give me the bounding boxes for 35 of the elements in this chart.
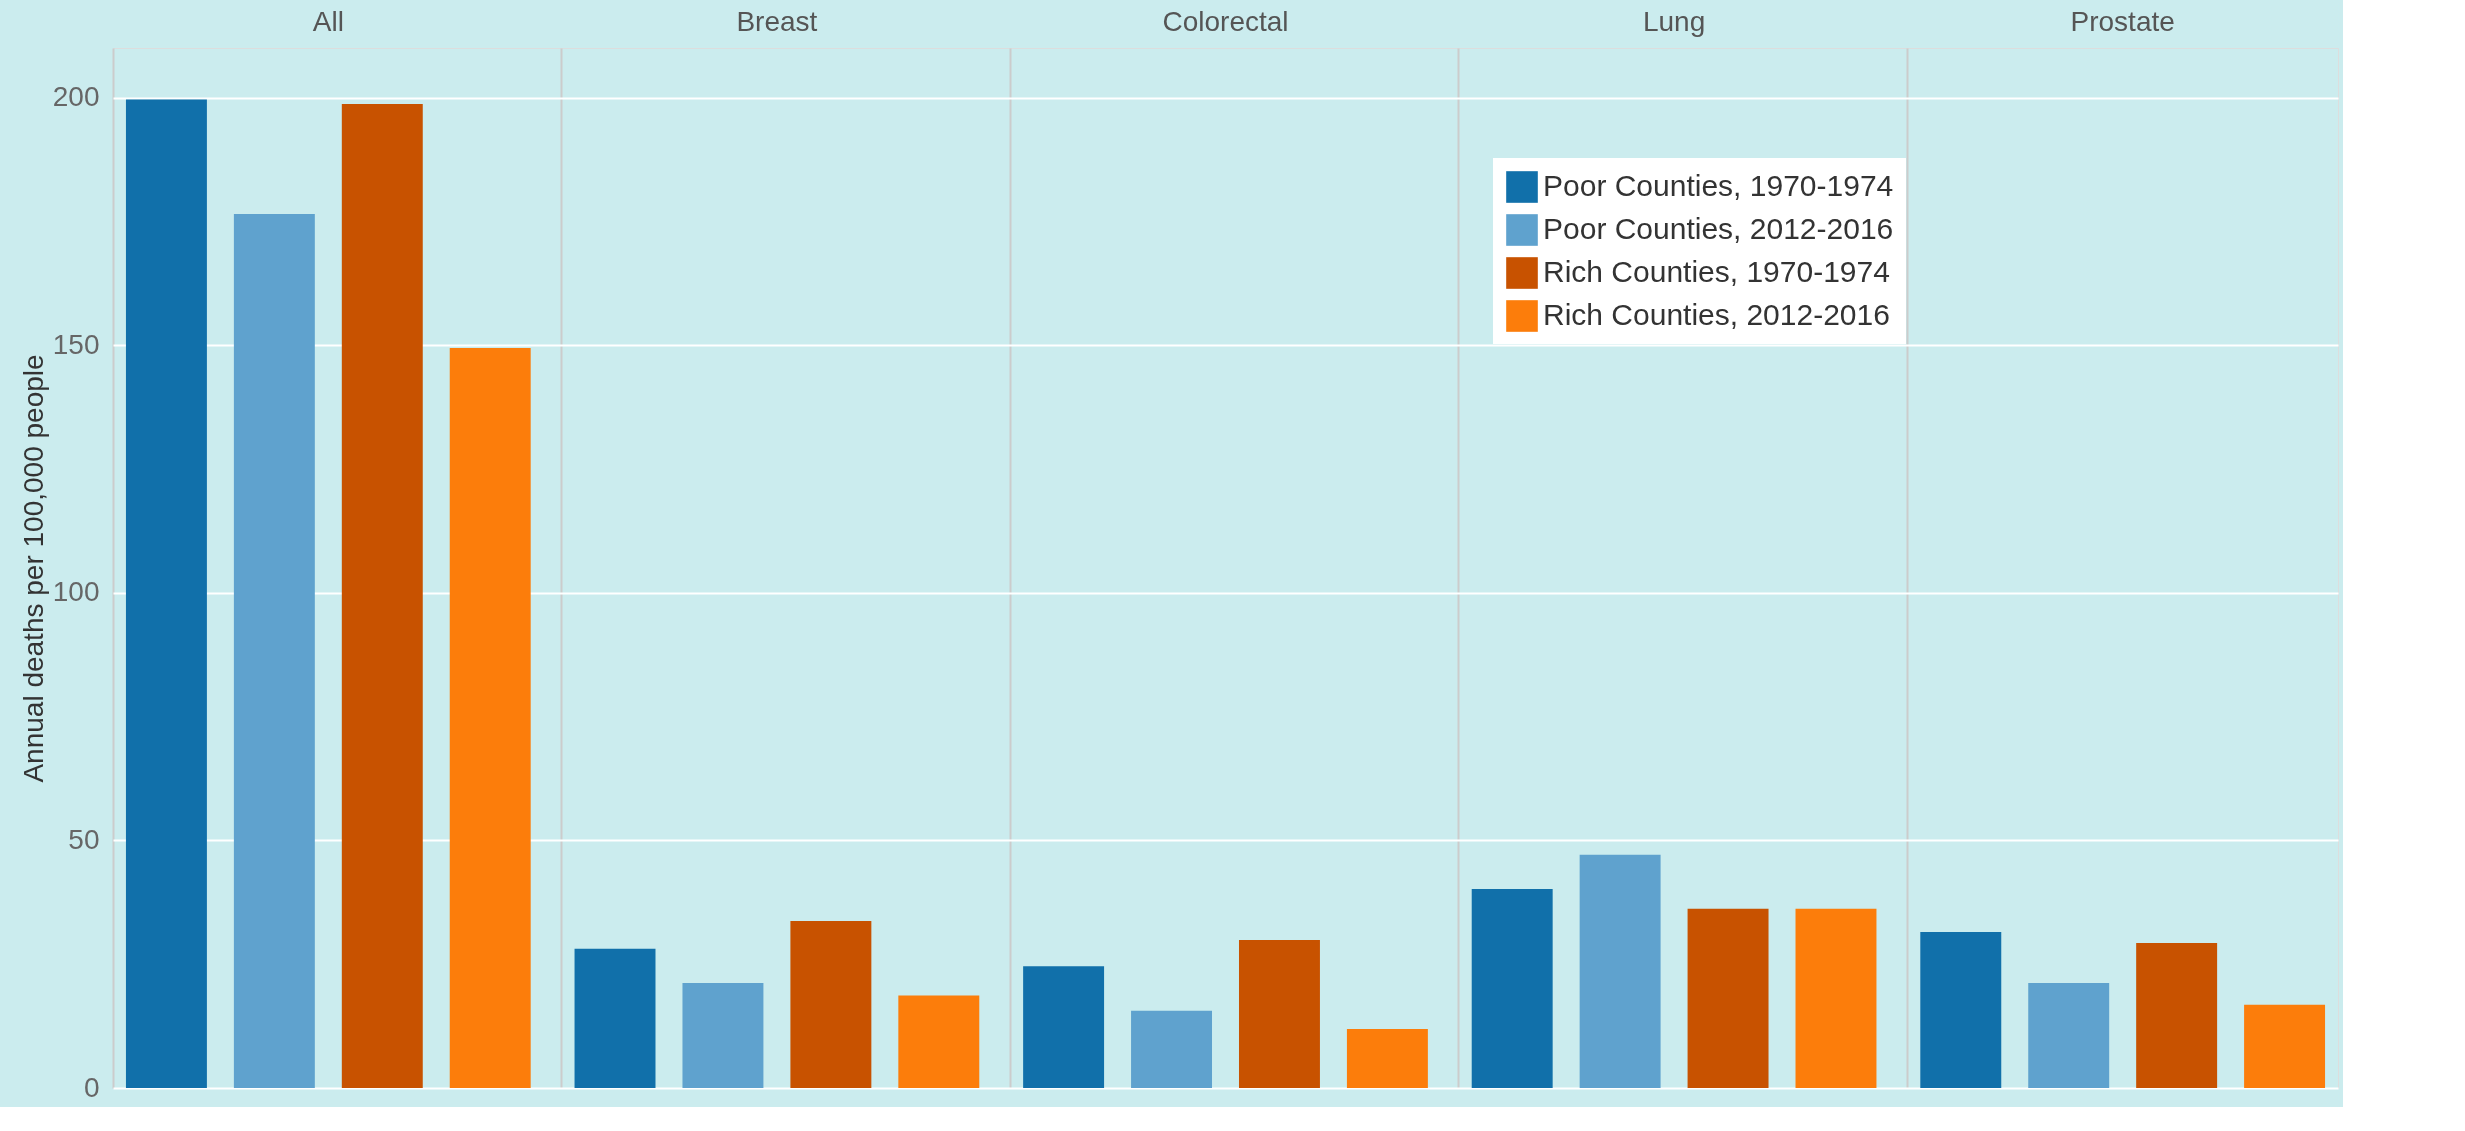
bar (2244, 1004, 2326, 1088)
x-tick-label: Breast (736, 5, 818, 37)
bar (125, 99, 207, 1088)
bar (2028, 983, 2110, 1088)
legend-label: Rich Counties, 2012-2016 (1543, 298, 1890, 331)
bar (449, 348, 531, 1088)
x-tick-label: Lung (1642, 5, 1706, 37)
y-tick-label: 100 (52, 576, 100, 608)
y-tick-label: 150 (52, 328, 100, 360)
bar (682, 983, 764, 1088)
y-tick-label: 0 (83, 1071, 100, 1103)
bar (1920, 932, 2002, 1088)
bar (1346, 1029, 1428, 1088)
x-tick-label: Colorectal (1162, 5, 1289, 37)
bar (1579, 854, 1661, 1088)
bar (233, 213, 315, 1088)
y-axis-title: Annual deaths per 100,000 people (17, 354, 49, 783)
y-tick-label: 200 (52, 81, 100, 113)
bar (341, 103, 423, 1088)
bar (1023, 966, 1105, 1088)
legend-label: Poor Counties, 1970-1974 (1543, 169, 1894, 202)
x-tick-label: All (312, 5, 344, 37)
bar (1687, 908, 1769, 1088)
y-tick-label: 50 (68, 823, 100, 855)
x-tick-label: Prostate (2070, 5, 2175, 37)
bar (574, 948, 656, 1088)
legend-label: Rich Counties, 1970-1974 (1543, 255, 1890, 288)
bar (898, 995, 980, 1088)
legend-label: Poor Counties, 2012-2016 (1543, 212, 1894, 245)
bar (790, 921, 872, 1088)
bar (2136, 942, 2218, 1088)
bar (1471, 888, 1553, 1088)
bar (1795, 908, 1877, 1088)
bar (1131, 1010, 1213, 1088)
bar (1238, 939, 1320, 1088)
